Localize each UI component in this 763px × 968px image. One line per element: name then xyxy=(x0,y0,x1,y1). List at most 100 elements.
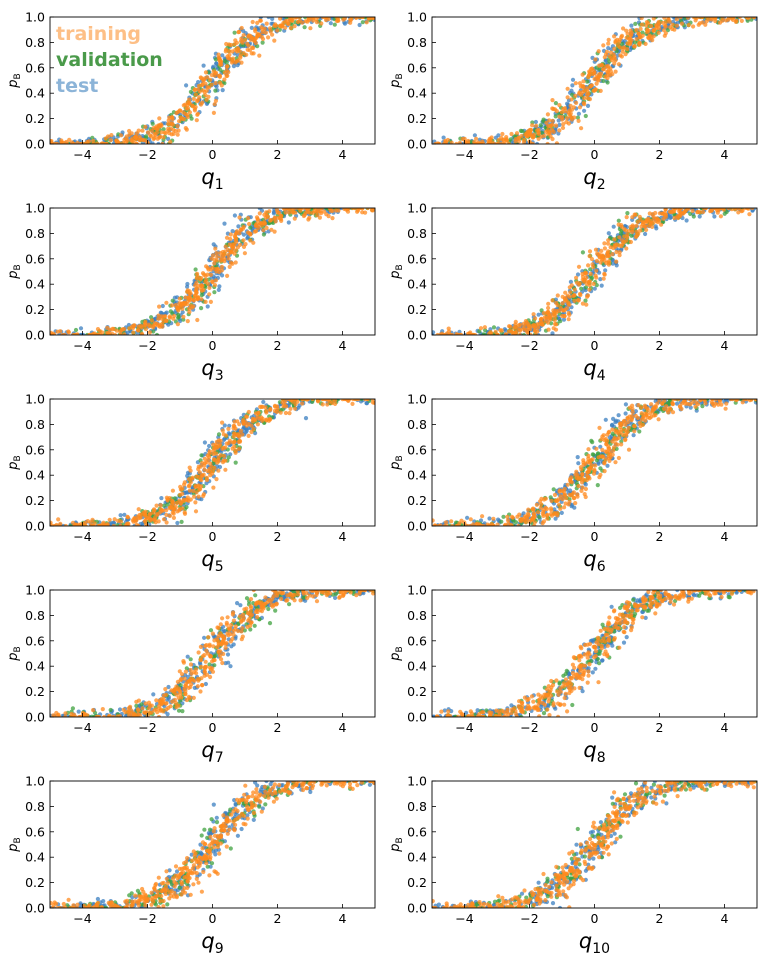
training-point xyxy=(615,442,620,447)
test-point xyxy=(221,629,226,634)
training-point xyxy=(544,513,550,518)
training-point xyxy=(540,511,546,516)
training-point xyxy=(300,401,305,406)
training-point xyxy=(723,406,728,411)
test-point xyxy=(231,64,236,69)
training-point xyxy=(267,209,272,214)
training-point xyxy=(247,221,252,227)
training-point xyxy=(612,61,617,66)
training-point xyxy=(293,406,298,411)
training-point xyxy=(233,450,238,455)
validation-point xyxy=(632,40,638,45)
training-point xyxy=(581,460,586,465)
training-point xyxy=(668,407,673,412)
training-point xyxy=(180,486,185,491)
training-point xyxy=(582,96,587,101)
x-axis-label: q2 xyxy=(583,165,605,193)
training-point xyxy=(632,44,637,49)
y-tick-label: 0.6 xyxy=(25,251,45,266)
training-point xyxy=(577,291,583,297)
training-point xyxy=(641,415,646,420)
scatter-points xyxy=(432,208,757,335)
test-point xyxy=(603,268,608,273)
training-point xyxy=(194,490,199,495)
training-point xyxy=(208,461,213,466)
training-point xyxy=(228,42,234,48)
test-point xyxy=(117,707,123,712)
training-point xyxy=(475,141,480,144)
test-point xyxy=(616,413,621,418)
training-point xyxy=(550,106,555,111)
test-point xyxy=(585,103,591,108)
training-point xyxy=(253,222,258,228)
training-point xyxy=(713,19,718,24)
training-point xyxy=(622,418,627,423)
y-tick-label: 1.0 xyxy=(407,10,427,25)
training-point xyxy=(612,437,617,442)
training-point xyxy=(205,468,210,474)
test-point xyxy=(270,17,275,21)
test-point xyxy=(196,80,201,85)
training-point xyxy=(75,140,80,144)
training-point xyxy=(716,208,721,211)
training-point xyxy=(619,442,624,447)
training-point xyxy=(216,468,221,473)
training-point xyxy=(527,128,532,133)
training-point xyxy=(468,517,473,522)
training-point xyxy=(674,17,680,22)
training-point xyxy=(288,406,293,411)
x-tick-label: 2 xyxy=(656,147,664,162)
training-point xyxy=(616,222,621,227)
training-point xyxy=(211,69,216,74)
validation-point xyxy=(595,483,600,488)
x-tick-label: 2 xyxy=(656,338,664,353)
test-point xyxy=(178,318,183,324)
validation-point xyxy=(199,453,204,458)
training-point xyxy=(175,322,180,327)
x-tick-label: 4 xyxy=(339,147,347,162)
training-point xyxy=(710,399,715,402)
test-point xyxy=(226,431,231,436)
training-point xyxy=(369,208,375,211)
training-point xyxy=(206,85,212,90)
training-point xyxy=(340,399,345,402)
training-point xyxy=(181,103,186,108)
test-point xyxy=(203,681,208,687)
training-point xyxy=(109,133,114,138)
training-point xyxy=(624,238,629,243)
training-point xyxy=(112,332,118,335)
training-point xyxy=(591,264,596,270)
test-point xyxy=(78,326,84,331)
training-point xyxy=(136,324,141,329)
validation-point xyxy=(558,319,563,324)
training-point xyxy=(489,331,494,335)
training-point xyxy=(651,34,656,39)
training-point xyxy=(617,253,622,258)
validation-point xyxy=(359,399,364,402)
training-point xyxy=(579,488,584,493)
training-point xyxy=(200,271,206,276)
training-point xyxy=(624,35,629,40)
training-point xyxy=(316,399,321,404)
x-tick-label: −2 xyxy=(520,338,538,353)
validation-point xyxy=(179,519,184,525)
training-point xyxy=(529,517,534,523)
training-point xyxy=(550,118,555,123)
training-point xyxy=(235,419,240,424)
training-point xyxy=(602,460,607,465)
training-point xyxy=(752,17,757,20)
training-point xyxy=(232,42,237,47)
training-point xyxy=(627,36,633,41)
training-point xyxy=(563,290,568,295)
x-tick-label: 2 xyxy=(274,529,282,544)
training-point xyxy=(163,314,168,319)
training-point xyxy=(188,468,193,473)
training-point xyxy=(203,93,208,98)
validation-point xyxy=(154,332,160,335)
training-point xyxy=(216,457,221,462)
training-point xyxy=(272,216,277,221)
training-point xyxy=(582,279,587,284)
training-point xyxy=(584,302,589,307)
training-point xyxy=(585,470,590,475)
